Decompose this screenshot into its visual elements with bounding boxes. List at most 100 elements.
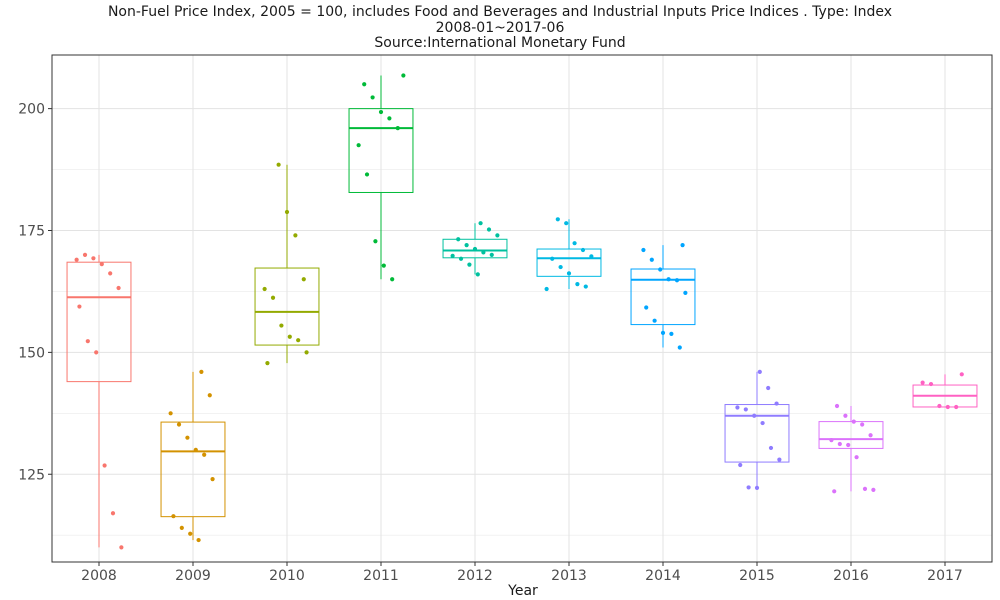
data-point [658, 267, 663, 272]
data-point [564, 221, 569, 226]
data-point [558, 264, 563, 270]
data-point [735, 405, 740, 410]
x-tick-label: 2011 [363, 568, 399, 584]
data-point [301, 277, 306, 282]
x-tick-label: 2016 [833, 568, 869, 584]
plot-border [51, 54, 993, 563]
data-point [99, 262, 104, 267]
data-point [364, 172, 370, 177]
data-point [660, 330, 666, 335]
y-tick-label: 200 [18, 102, 45, 118]
box-iqr [724, 404, 790, 463]
data-point [746, 485, 751, 490]
data-point [401, 73, 406, 78]
data-point [475, 272, 480, 277]
data-point [766, 385, 771, 391]
data-point [644, 305, 649, 310]
data-point [185, 435, 190, 440]
x-tick-label: 2014 [645, 568, 681, 584]
x-tick-label: 2017 [927, 568, 963, 584]
data-point [743, 407, 748, 412]
data-point [481, 250, 486, 255]
box-iqr [818, 421, 884, 449]
data-point [583, 284, 588, 289]
data-point [575, 282, 580, 287]
data-point [110, 511, 116, 516]
data-point [456, 237, 461, 242]
chart-source: Source:International Monetary Fund [374, 35, 626, 51]
data-point [91, 256, 96, 261]
data-point [862, 486, 868, 491]
data-point [171, 514, 176, 519]
data-point [871, 487, 876, 492]
y-tick-label: 125 [18, 467, 45, 483]
data-point [82, 252, 88, 257]
data-point [829, 438, 834, 443]
data-point [464, 243, 469, 248]
data-point [550, 256, 555, 261]
x-tick-label: 2012 [457, 568, 493, 584]
box-iqr [348, 108, 414, 193]
data-point [555, 217, 560, 222]
data-point [210, 477, 215, 482]
x-tick-label: 2015 [739, 568, 775, 584]
data-point [179, 525, 184, 530]
data-point [276, 162, 281, 167]
data-point [649, 257, 654, 262]
data-point [754, 485, 760, 490]
data-point [94, 350, 99, 355]
data-point [202, 452, 207, 457]
data-point [544, 286, 549, 292]
data-point [284, 209, 290, 215]
data-point [270, 295, 276, 300]
data-point [390, 277, 395, 282]
data-point [262, 286, 267, 292]
data-point [74, 257, 79, 262]
box-layer [66, 75, 978, 548]
data-point [486, 227, 492, 232]
data-point [362, 82, 367, 87]
data-point [356, 143, 361, 148]
x-axis-title: Year [507, 583, 538, 599]
box-iqr [536, 248, 602, 277]
data-point [677, 345, 682, 350]
data-point [683, 290, 688, 295]
data-point [387, 116, 392, 121]
x-tick-label: 2008 [81, 568, 117, 584]
x-tick-label: 2013 [551, 568, 587, 584]
data-point [296, 338, 301, 343]
data-point [85, 339, 90, 344]
data-point [920, 380, 925, 385]
box-iqr [442, 238, 508, 259]
data-point [680, 243, 685, 248]
data-point [495, 233, 500, 238]
data-point [373, 239, 378, 244]
data-point [458, 256, 464, 261]
data-point [580, 247, 586, 253]
data-point [304, 350, 309, 355]
data-point [566, 271, 572, 276]
data-point [207, 393, 212, 398]
data-point [378, 109, 384, 115]
data-point [774, 401, 779, 406]
data-point [928, 381, 934, 387]
data-point [193, 447, 198, 452]
x-tick-label: 2010 [269, 568, 305, 584]
y-tick-label: 175 [18, 224, 45, 240]
x-tick-label: 2009 [175, 568, 211, 584]
data-point [738, 462, 743, 468]
data-point [119, 545, 124, 550]
data-point [834, 403, 840, 409]
data-point [168, 411, 173, 416]
point-layer [74, 73, 964, 550]
data-point [851, 419, 856, 424]
data-point [674, 278, 680, 283]
data-point [102, 463, 107, 468]
data-point [196, 537, 201, 543]
box-iqr [630, 268, 696, 326]
data-point [945, 404, 950, 410]
data-point [757, 369, 762, 374]
data-point [868, 433, 873, 438]
y-tick-label: 150 [18, 345, 45, 361]
data-point [77, 304, 82, 309]
